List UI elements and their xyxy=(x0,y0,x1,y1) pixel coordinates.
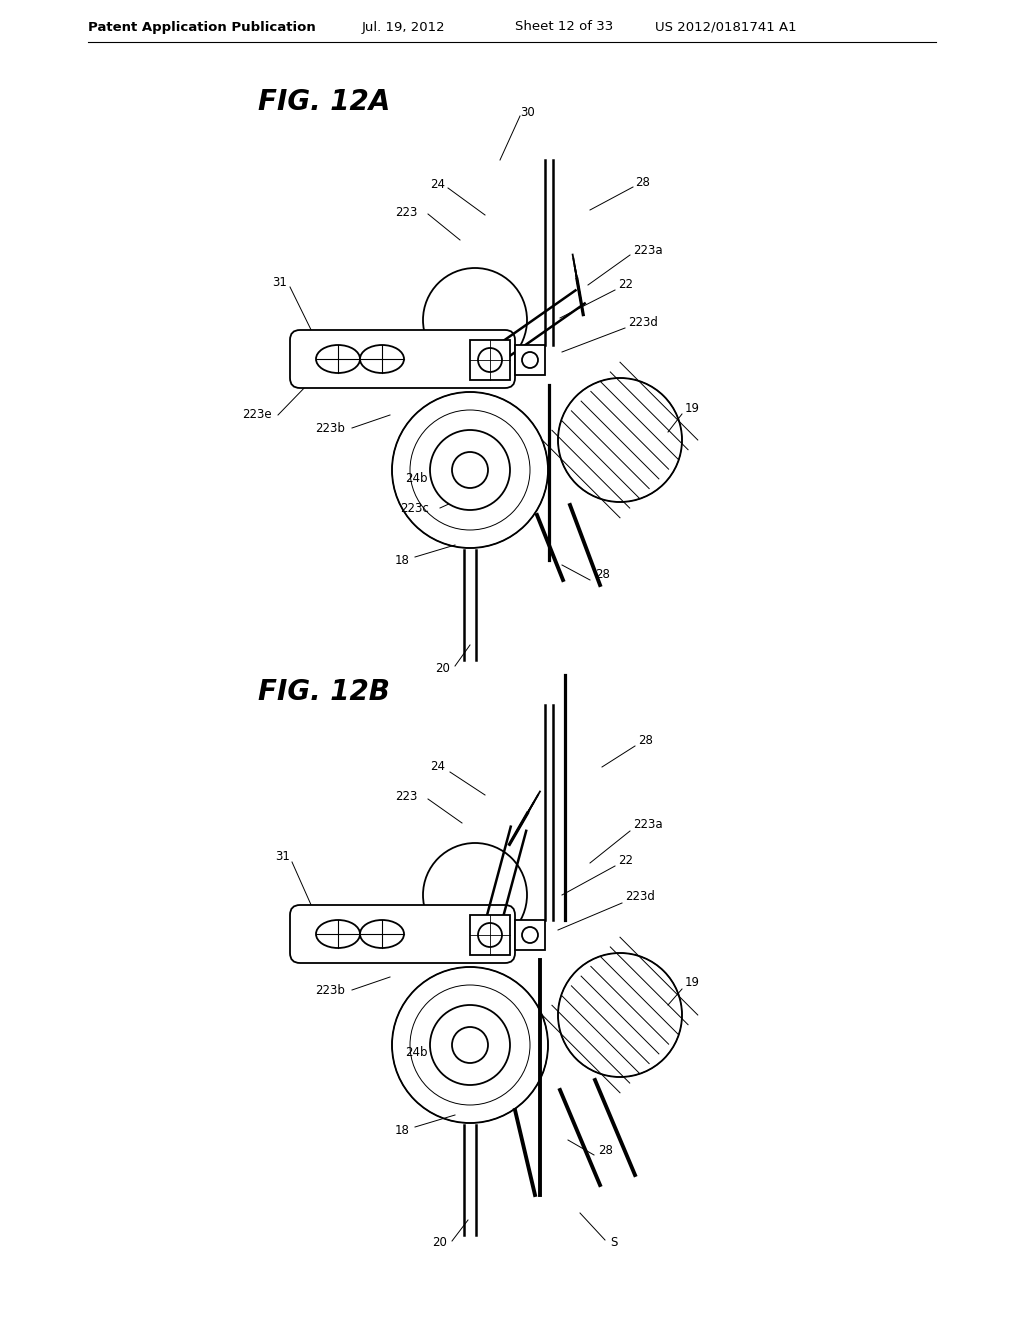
Text: 31: 31 xyxy=(272,276,287,289)
Text: 223a: 223a xyxy=(633,243,663,256)
Text: 28: 28 xyxy=(638,734,653,747)
Circle shape xyxy=(478,348,502,372)
FancyBboxPatch shape xyxy=(290,330,515,388)
Text: 30: 30 xyxy=(520,106,535,119)
Text: FIG. 12B: FIG. 12B xyxy=(258,678,390,706)
Text: 19: 19 xyxy=(685,977,700,990)
Text: 18: 18 xyxy=(395,553,410,566)
Circle shape xyxy=(410,411,530,531)
Circle shape xyxy=(430,1005,510,1085)
Circle shape xyxy=(423,268,527,372)
Text: 223b: 223b xyxy=(315,983,345,997)
Text: 18: 18 xyxy=(395,1123,410,1137)
Text: 223: 223 xyxy=(395,791,418,804)
Ellipse shape xyxy=(360,345,404,374)
Circle shape xyxy=(558,953,682,1077)
Bar xyxy=(470,341,510,380)
Ellipse shape xyxy=(316,920,360,948)
Text: FIG. 12A: FIG. 12A xyxy=(258,88,390,116)
Text: 24: 24 xyxy=(430,178,445,191)
Text: 223a: 223a xyxy=(633,818,663,832)
Text: 20: 20 xyxy=(435,661,450,675)
Text: 28: 28 xyxy=(595,569,610,582)
Circle shape xyxy=(452,451,488,488)
Text: Sheet 12 of 33: Sheet 12 of 33 xyxy=(515,21,613,33)
Circle shape xyxy=(392,392,548,548)
Text: 22: 22 xyxy=(618,854,633,866)
Circle shape xyxy=(558,378,682,502)
Text: 223d: 223d xyxy=(628,315,657,329)
Text: 223e: 223e xyxy=(242,408,271,421)
Bar xyxy=(470,915,510,954)
Text: 22: 22 xyxy=(618,279,633,292)
Text: 223d: 223d xyxy=(625,891,655,903)
Circle shape xyxy=(478,923,502,946)
Circle shape xyxy=(410,985,530,1105)
Text: US 2012/0181741 A1: US 2012/0181741 A1 xyxy=(655,21,797,33)
Circle shape xyxy=(392,968,548,1123)
Text: 28: 28 xyxy=(598,1143,613,1156)
Ellipse shape xyxy=(360,920,404,948)
Text: 20: 20 xyxy=(432,1237,446,1250)
Text: 223b: 223b xyxy=(315,421,345,434)
Text: 223c: 223c xyxy=(400,502,429,515)
Text: 19: 19 xyxy=(685,401,700,414)
Text: Patent Application Publication: Patent Application Publication xyxy=(88,21,315,33)
Text: 24b: 24b xyxy=(406,1047,427,1060)
Bar xyxy=(515,345,545,375)
Text: 24: 24 xyxy=(430,760,445,774)
Text: S: S xyxy=(610,1237,617,1250)
FancyBboxPatch shape xyxy=(290,906,515,964)
Circle shape xyxy=(430,430,510,510)
Text: Jul. 19, 2012: Jul. 19, 2012 xyxy=(362,21,445,33)
Circle shape xyxy=(423,843,527,946)
Text: 31: 31 xyxy=(275,850,290,863)
Text: 28: 28 xyxy=(635,176,650,189)
Text: 24b: 24b xyxy=(406,471,427,484)
Circle shape xyxy=(522,927,538,942)
Bar xyxy=(515,920,545,950)
Ellipse shape xyxy=(316,345,360,374)
Circle shape xyxy=(522,352,538,368)
Circle shape xyxy=(452,1027,488,1063)
Text: 223: 223 xyxy=(395,206,418,219)
